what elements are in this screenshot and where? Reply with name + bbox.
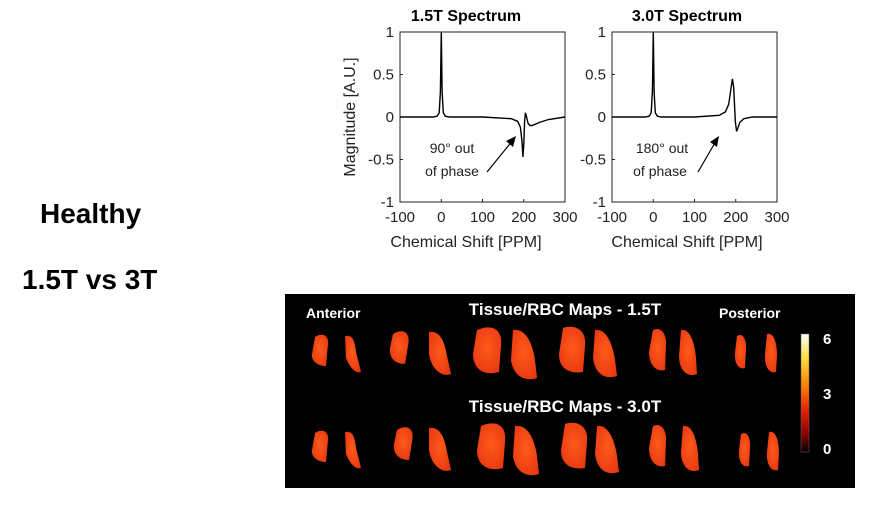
spectrum-chart-1p5t: 1.5T Spectrum Magnitude [A.U.] Chemical … [342, 8, 578, 251]
x-tick-label: 300 [552, 209, 577, 226]
lung-slice [679, 329, 697, 376]
series-line [400, 31, 566, 157]
y-tick-label: 0.5 [373, 67, 394, 84]
lung-slice [649, 424, 667, 467]
x-tick-label: 200 [511, 209, 536, 226]
annotation-arrow [697, 140, 717, 173]
y-tick-label: -1 [381, 194, 394, 211]
colorbar-max-label: 6 [823, 331, 831, 348]
annotation-line1: 180° out [636, 140, 688, 156]
lung-slice [649, 328, 667, 371]
y-tick-label: -0.5 [368, 152, 394, 169]
chart-title: 1.5T Spectrum [411, 8, 521, 25]
posterior-label: Posterior [719, 305, 781, 321]
annotation-arrowhead [506, 136, 516, 147]
colorbar [800, 333, 810, 453]
annotation-line2: of phase [633, 163, 687, 179]
annotation-line1: 90° out [430, 140, 475, 156]
x-tick-label: 300 [764, 209, 789, 226]
maps-title-3t: Tissue/RBC Maps - 3.0T [469, 397, 662, 416]
maps-title-1p5t: Tissue/RBC Maps - 1.5T [469, 300, 662, 319]
y-tick-label: -0.5 [580, 152, 606, 169]
annotation-arrowhead [710, 136, 719, 147]
anterior-label: Anterior [306, 305, 361, 321]
lung-slice [393, 427, 413, 460]
tissue-rbc-maps-panel: Anterior Tissue/RBC Maps - 1.5T Posterio… [285, 294, 855, 488]
x-tick-label: -100 [385, 209, 415, 226]
x-tick-label: 100 [682, 209, 707, 226]
lung-slice [311, 430, 329, 462]
lung-slice [389, 331, 409, 364]
colorbar-mid-label: 3 [823, 386, 831, 403]
spectrum-chart-3t: 3.0T Spectrum Chemical Shift [PPM] -1 -0.… [580, 8, 789, 251]
lung-slice [764, 333, 777, 373]
series-line [612, 31, 777, 132]
y-tick-label: 0.5 [585, 67, 606, 84]
lung-slice [473, 327, 502, 374]
annotation-arrow [486, 139, 514, 173]
y-tick-label: 1 [386, 24, 394, 41]
colorbar-min-label: 0 [823, 441, 831, 458]
lung-slice [738, 432, 751, 467]
lung-slice [559, 326, 586, 373]
x-tick-label: 0 [437, 209, 445, 226]
field-strength-label: 1.5T vs 3T [22, 264, 158, 295]
x-tick-label: 100 [470, 209, 495, 226]
lung-slice [734, 334, 747, 369]
lung-slice [593, 329, 617, 378]
y-axis-label: Magnitude [A.U.] [342, 57, 359, 176]
lung-slice [429, 331, 451, 375]
y-tick-label: 0 [598, 109, 606, 126]
lung-maps-3t [311, 422, 779, 476]
lung-slice [766, 431, 779, 471]
y-tick-label: -1 [593, 194, 606, 211]
lung-slice [311, 334, 329, 366]
y-tick-label: 1 [598, 24, 606, 41]
lung-slice [345, 335, 361, 373]
x-tick-label: -100 [597, 209, 627, 226]
lung-slice [345, 431, 361, 469]
x-tick-label: 0 [649, 209, 657, 226]
lung-slice [477, 423, 506, 470]
x-tick-label: 200 [723, 209, 748, 226]
y-tick-label: 0 [386, 109, 394, 126]
lung-slice [429, 427, 451, 471]
x-axis-label: Chemical Shift [PPM] [390, 234, 541, 251]
annotation-line2: of phase [425, 163, 479, 179]
lung-slice [513, 425, 539, 476]
lung-slice [561, 422, 588, 469]
lung-slice [681, 425, 699, 472]
lung-maps-1p5t [311, 326, 777, 380]
x-axis-label: Chemical Shift [PPM] [611, 234, 762, 251]
healthy-label: Healthy [40, 198, 142, 229]
chart-title: 3.0T Spectrum [632, 8, 742, 25]
lung-slice [595, 425, 619, 474]
lung-slice [511, 329, 537, 380]
